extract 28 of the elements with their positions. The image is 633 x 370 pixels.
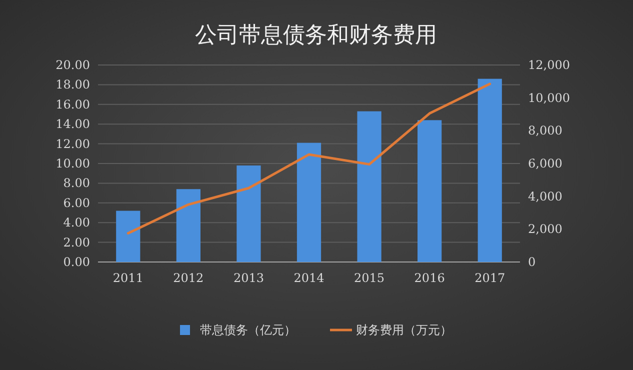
y-tick-label: 2.00	[63, 235, 90, 250]
y-tick-label: 4.00	[63, 216, 90, 230]
y-tick-label: 16.00	[56, 97, 90, 112]
y2-tick-label: 10,000	[528, 90, 570, 105]
y-tick-label: 6.00	[63, 196, 90, 210]
y2-tick-label: 6,000	[528, 156, 562, 170]
y-tick-label: 14.00	[56, 117, 90, 132]
x-tick-label: 2014	[294, 271, 325, 285]
y-tick-label: 0.00	[63, 255, 90, 269]
y-tick-label: 12.00	[56, 136, 90, 151]
y2-tick-label: 8,000	[528, 124, 562, 138]
y-tick-label: 18.00	[56, 78, 90, 92]
legend-label: 带息债务（亿元）	[200, 323, 296, 337]
x-tick-label: 2017	[474, 271, 506, 285]
x-tick-label: 2012	[173, 271, 204, 285]
y-tick-label: 20.00	[56, 58, 90, 72]
y2-tick-label: 4,000	[528, 189, 562, 204]
y2-tick-label: 12,000	[528, 58, 570, 72]
x-tick-label: 2013	[233, 271, 264, 285]
y2-tick-label: 2,000	[528, 222, 562, 236]
x-tick-label: 2011	[112, 271, 144, 285]
chart-title: 公司带息债务和财务费用	[195, 23, 437, 48]
y-tick-label: 10.00	[56, 156, 90, 170]
legend-label: 财务费用（万元）	[356, 323, 452, 337]
y-tick-label: 8.00	[63, 176, 90, 190]
x-tick-label: 2016	[414, 271, 445, 285]
y2-tick-label: 0	[528, 255, 536, 269]
x-tick-label: 2015	[354, 271, 385, 285]
